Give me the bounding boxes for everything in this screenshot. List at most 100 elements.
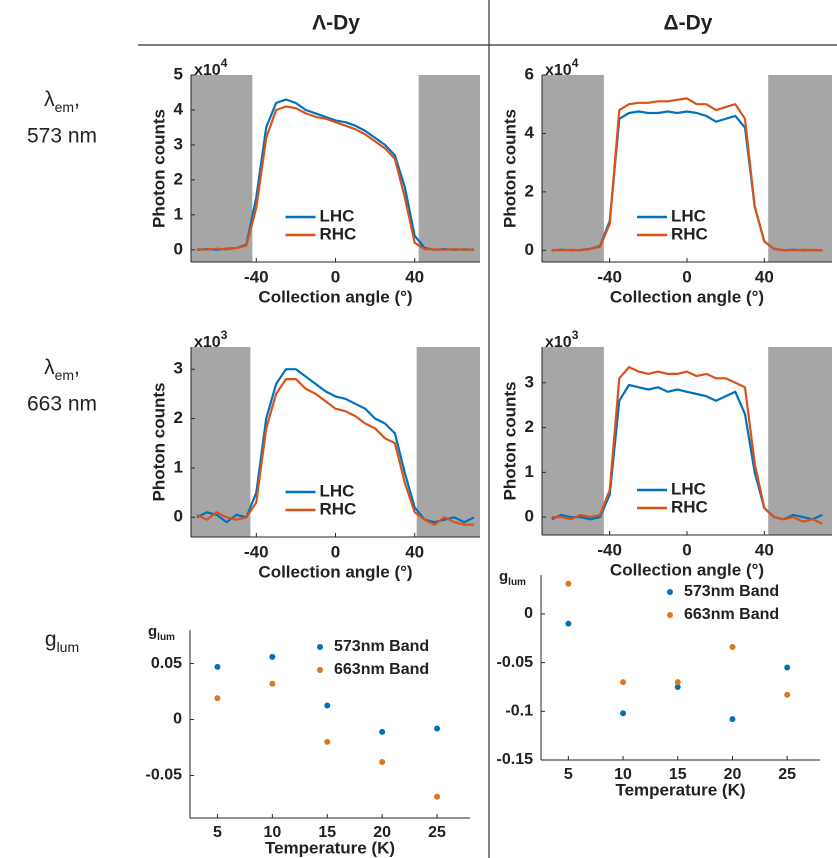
legend-label: 663nm Band [684, 606, 779, 623]
y-tick-label: 2 [525, 181, 534, 200]
y-tick-label: 0 [525, 507, 534, 526]
column-header: Λ-Dy [312, 12, 360, 35]
y-axis-label-sub: lum [508, 577, 526, 588]
legend-label: LHC [320, 206, 355, 225]
data-point [729, 644, 736, 651]
y-tick-label: 6 [525, 64, 534, 83]
x-tick-label: 25 [778, 766, 796, 783]
row-label: λem, [44, 88, 80, 115]
y-tick-label: 0 [174, 239, 183, 258]
row-label: 663 nm [27, 393, 97, 416]
row-label: 573 nm [27, 125, 97, 148]
x-tick-label: 15 [669, 766, 687, 783]
x-tick-label: 5 [213, 824, 222, 841]
excluded-region [418, 75, 480, 262]
excluded-region [191, 75, 253, 262]
y-tick-label: 4 [174, 99, 184, 118]
x-tick-label: 40 [405, 542, 424, 561]
legend-label: 573nm Band [334, 638, 429, 655]
x-axis-label: Collection angle (°) [258, 287, 412, 306]
excluded-region [768, 347, 832, 535]
x-tick-label: 15 [318, 824, 336, 841]
data-point [269, 680, 276, 687]
y-multiplier-base: x10 [545, 62, 572, 79]
x-tick-label: 5 [564, 766, 573, 783]
legend-label: LHC [671, 479, 706, 498]
data-point [729, 716, 736, 723]
excluded-region [542, 347, 604, 535]
row-label-main: g [45, 628, 57, 651]
x-tick-label: 25 [428, 824, 446, 841]
y-axis-label-sub: lum [157, 632, 175, 643]
legend-swatch [317, 644, 323, 650]
x-tick-label: -40 [244, 267, 269, 286]
x-tick-label: 20 [373, 824, 391, 841]
data-point [214, 663, 221, 670]
excluded-region [542, 75, 604, 262]
y-axis-label: glum [499, 568, 526, 588]
excluded-region [191, 347, 251, 537]
data-point [674, 679, 681, 686]
y-tick-label: 3 [174, 134, 183, 153]
legend-swatch [667, 589, 673, 595]
y-tick-label: 0 [525, 240, 534, 259]
y-tick-label: 0 [173, 711, 182, 728]
x-tick-label: 0 [331, 267, 340, 286]
legend-label: RHC [671, 497, 708, 516]
data-line [196, 378, 475, 526]
y-multiplier: x104 [545, 56, 579, 79]
y-axis-label-main: g [499, 568, 508, 585]
legend-label: RHC [320, 499, 357, 518]
data-point [620, 679, 627, 686]
excluded-region [768, 75, 832, 262]
legend-label: RHC [320, 224, 357, 243]
x-axis-label: Collection angle (°) [610, 560, 764, 579]
y-tick-label: 3 [525, 372, 534, 391]
y-multiplier-base: x10 [545, 334, 572, 351]
data-point [434, 725, 441, 732]
data-point [784, 691, 791, 698]
y-multiplier: x103 [194, 328, 228, 351]
x-tick-label: -40 [597, 540, 622, 559]
x-tick-label: 0 [682, 540, 691, 559]
row-label-suffix: , [74, 88, 80, 111]
y-tick-label: 1 [174, 204, 183, 223]
y-tick-label: 1 [174, 457, 183, 476]
data-point [379, 728, 386, 735]
data-point [674, 683, 681, 690]
row-label-suffix: , [74, 356, 80, 379]
data-point [324, 738, 331, 745]
data-point [565, 620, 572, 627]
y-multiplier-base: x10 [194, 334, 221, 351]
data-point [379, 759, 386, 766]
x-tick-label: 40 [755, 267, 774, 286]
column-header: Δ-Dy [664, 12, 713, 35]
y-multiplier-exp: 3 [572, 328, 579, 342]
row-label-sub: lum [57, 639, 80, 655]
x-tick-label: 10 [263, 824, 281, 841]
excluded-region [416, 347, 480, 537]
x-tick-label: -40 [597, 267, 622, 286]
y-axis-label: Photon counts [500, 109, 519, 228]
legend-label: 663nm Band [334, 661, 429, 678]
y-tick-label: 2 [525, 417, 534, 436]
y-multiplier: x104 [194, 56, 228, 79]
legend-swatch [317, 667, 323, 673]
data-line [196, 105, 475, 251]
data-line [551, 366, 823, 525]
y-multiplier: x103 [545, 328, 579, 351]
y-tick-label: -0.05 [497, 654, 534, 671]
data-point [784, 664, 791, 671]
y-tick-label: -0.1 [505, 703, 533, 720]
x-tick-label: 20 [724, 766, 742, 783]
y-tick-label: 5 [174, 64, 183, 83]
data-point [620, 710, 627, 717]
legend-label: LHC [320, 481, 355, 500]
y-tick-label: 0 [174, 507, 183, 526]
data-point [324, 702, 331, 709]
x-axis-label: Collection angle (°) [258, 562, 412, 581]
y-axis-label: Photon counts [149, 383, 168, 502]
row-label-main: λ [44, 88, 55, 111]
row-label-sub: em [55, 367, 74, 383]
x-tick-label: 40 [405, 267, 424, 286]
